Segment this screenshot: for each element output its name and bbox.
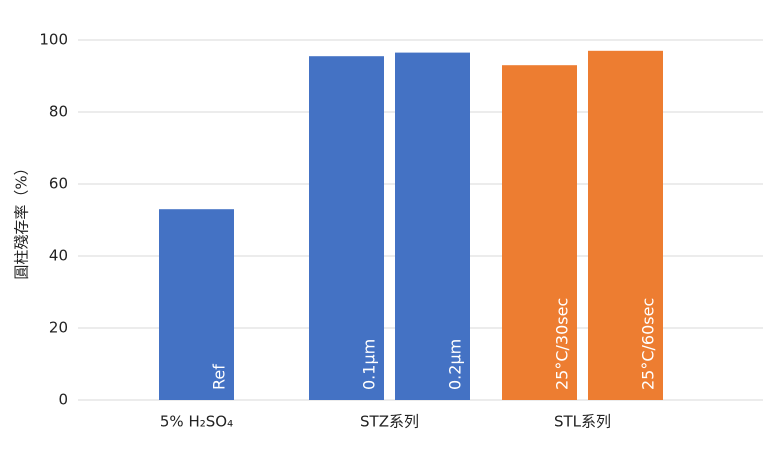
bar-label: Ref [210,364,229,390]
y-tick-label: 100 [39,31,68,49]
y-tick-label: 40 [49,247,68,265]
bar-label: 25°C/60sec [639,298,658,390]
y-tick-label: 60 [49,175,68,193]
y-tick-label: 0 [58,391,68,409]
bar-label: 0.2μm [446,339,465,390]
y-tick-label: 80 [49,103,68,121]
bar-label: 0.1μm [360,339,379,390]
bar [502,65,577,400]
bar [159,209,234,400]
bar [588,50,663,401]
x-tick-label: 5% H₂SO₄ [160,413,233,431]
x-tick-label: STL系列 [554,413,611,431]
y-tick-label: 20 [49,319,68,337]
bar-label: 25°C/30sec [553,298,572,390]
x-tick-label: STZ系列 [360,413,419,431]
y-axis-label: 圓柱殘存率（%） [13,160,31,279]
bar [309,56,384,400]
bar [395,52,470,400]
